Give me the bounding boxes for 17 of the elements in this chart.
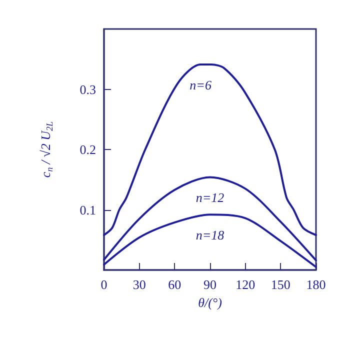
- x-tick-label: 120: [236, 277, 256, 292]
- series-label: n=18: [196, 228, 225, 243]
- x-tick-label: 60: [168, 277, 182, 292]
- x-tick-label: 30: [132, 277, 146, 292]
- x-axis-title: θ/(°): [198, 294, 222, 310]
- series-label: n=6: [190, 78, 212, 93]
- series-label: n=12: [196, 190, 225, 206]
- x-tick-label: 0: [100, 277, 108, 292]
- x-tick-label: 90: [204, 277, 216, 292]
- y-tick-label: 0.2: [80, 142, 96, 157]
- y-tick-label: 0.3: [80, 82, 96, 97]
- y-tick-label: 0.1: [80, 202, 96, 218]
- line-series: [103, 176, 317, 262]
- y-axis-title: cn / √2 U2L: [38, 121, 54, 178]
- line-series: [103, 214, 317, 268]
- x-tick-label: 180: [306, 277, 326, 292]
- x-tick-label: 150: [270, 277, 290, 292]
